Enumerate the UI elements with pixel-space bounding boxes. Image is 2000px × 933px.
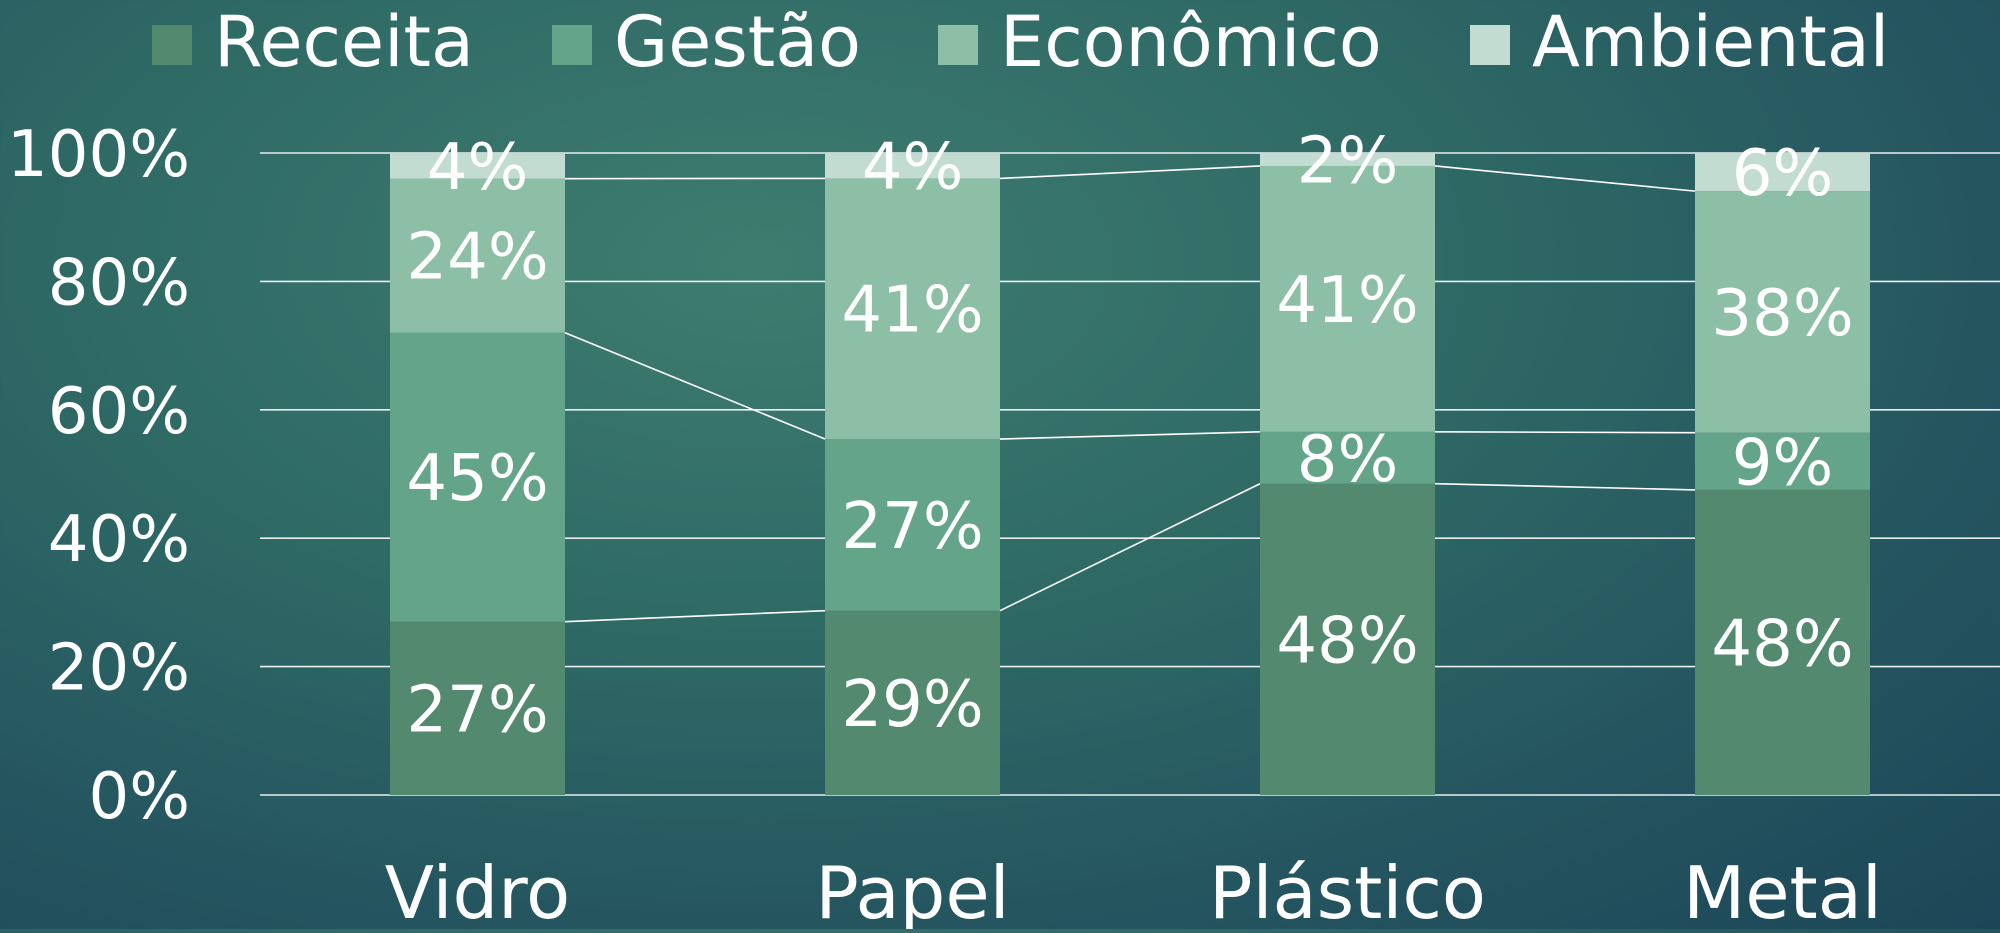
data-label: 45% (406, 442, 548, 516)
bars (390, 153, 1870, 795)
legend-swatch (552, 25, 592, 65)
x-axis-categories: Vidro Papel Plástico Metal (385, 851, 1882, 929)
legend-label: Ambiental (1532, 1, 1889, 83)
series-lines (565, 166, 1695, 622)
legend-label: Receita (214, 1, 474, 83)
data-label: 8% (1297, 423, 1399, 497)
legend-swatch (152, 25, 192, 65)
legend-label: Econômico (1000, 1, 1382, 83)
y-tick-label: 0% (88, 760, 190, 834)
series-line (1435, 166, 1695, 191)
series-line (1000, 166, 1260, 178)
data-label: 38% (1711, 277, 1853, 351)
data-label: 27% (406, 673, 548, 747)
x-category-label: Papel (815, 851, 1009, 929)
data-label: 9% (1732, 426, 1834, 500)
legend-label: Gestão (614, 1, 861, 83)
y-tick-label: 60% (48, 375, 190, 449)
y-axis-ticks: 0% 20% 40% 60% 80% 100% (7, 118, 190, 834)
data-label: 4% (427, 131, 529, 205)
legend-swatch (938, 25, 978, 65)
y-tick-label: 20% (48, 632, 190, 706)
x-category-label: Plástico (1209, 851, 1486, 929)
y-tick-label: 100% (7, 118, 190, 192)
data-label: 41% (1276, 264, 1418, 338)
legend-swatch (1470, 25, 1510, 65)
data-label: 4% (862, 131, 964, 205)
y-tick-label: 40% (48, 503, 190, 577)
series-line (1000, 484, 1260, 611)
data-label: 48% (1276, 604, 1418, 678)
series-line (565, 611, 825, 622)
x-category-label: Vidro (385, 851, 570, 929)
data-label: 6% (1732, 137, 1834, 211)
data-label: 2% (1297, 124, 1399, 198)
data-label: 41% (841, 274, 983, 348)
data-label: 24% (406, 221, 548, 295)
series-line (1435, 484, 1695, 490)
data-label: 27% (841, 490, 983, 564)
series-line (1435, 432, 1695, 433)
x-category-label: Metal (1683, 851, 1882, 929)
y-tick-label: 80% (48, 246, 190, 320)
data-label: 29% (841, 668, 983, 742)
series-line (565, 333, 825, 439)
legend: Receita Gestão Econômico Ambiental (152, 1, 1889, 83)
series-line (1000, 432, 1260, 439)
data-label: 48% (1711, 607, 1853, 681)
